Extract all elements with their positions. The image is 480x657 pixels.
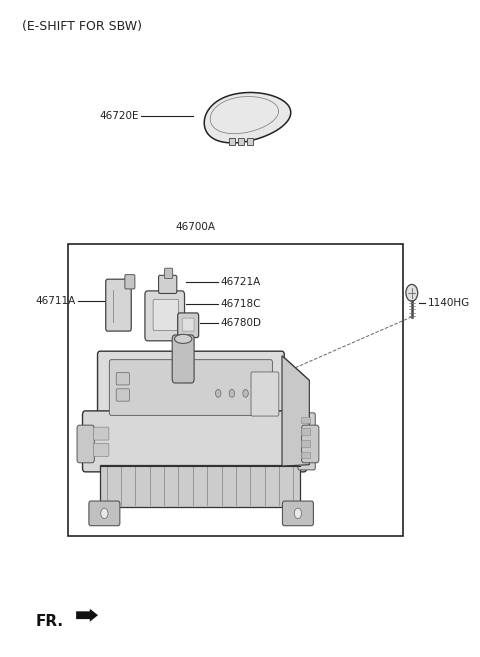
FancyBboxPatch shape (116, 373, 130, 385)
FancyBboxPatch shape (94, 427, 109, 440)
Bar (228, 139, 235, 145)
Circle shape (243, 390, 248, 397)
Bar (238, 139, 244, 145)
Circle shape (406, 284, 418, 302)
FancyBboxPatch shape (298, 413, 315, 470)
Circle shape (101, 508, 108, 518)
Ellipse shape (175, 334, 192, 344)
FancyBboxPatch shape (89, 501, 120, 526)
FancyBboxPatch shape (106, 279, 131, 331)
FancyBboxPatch shape (97, 351, 284, 422)
Bar (301, 440, 310, 447)
Bar (301, 428, 310, 435)
Text: 46700A: 46700A (176, 223, 216, 233)
FancyBboxPatch shape (301, 425, 319, 463)
Polygon shape (100, 355, 309, 380)
Bar (301, 417, 310, 423)
FancyBboxPatch shape (109, 359, 273, 415)
FancyBboxPatch shape (158, 275, 177, 294)
FancyBboxPatch shape (282, 501, 313, 526)
FancyBboxPatch shape (116, 389, 130, 401)
Bar (247, 139, 253, 145)
Text: FR.: FR. (36, 614, 64, 629)
FancyBboxPatch shape (125, 275, 135, 289)
Text: (E-SHIFT FOR SBW): (E-SHIFT FOR SBW) (23, 20, 143, 34)
Bar (301, 452, 310, 458)
FancyBboxPatch shape (153, 300, 179, 330)
Circle shape (216, 390, 221, 397)
FancyBboxPatch shape (77, 425, 95, 463)
Text: 1140HG: 1140HG (428, 298, 470, 307)
FancyArrow shape (76, 609, 98, 622)
Text: 46718C: 46718C (220, 300, 261, 309)
FancyBboxPatch shape (172, 335, 194, 383)
FancyBboxPatch shape (94, 443, 109, 457)
FancyBboxPatch shape (165, 268, 173, 279)
FancyBboxPatch shape (100, 464, 300, 507)
Text: 46780D: 46780D (220, 318, 262, 328)
Circle shape (294, 508, 301, 518)
Circle shape (229, 390, 235, 397)
PathPatch shape (204, 93, 291, 143)
Bar (68, 244, 403, 536)
Text: 46721A: 46721A (220, 277, 261, 287)
Polygon shape (282, 355, 309, 466)
FancyBboxPatch shape (83, 411, 307, 472)
FancyBboxPatch shape (182, 318, 194, 331)
FancyBboxPatch shape (251, 372, 279, 416)
Text: 46711A: 46711A (36, 296, 76, 306)
FancyBboxPatch shape (178, 313, 199, 338)
Text: 46720E: 46720E (99, 112, 139, 122)
FancyBboxPatch shape (145, 291, 184, 341)
